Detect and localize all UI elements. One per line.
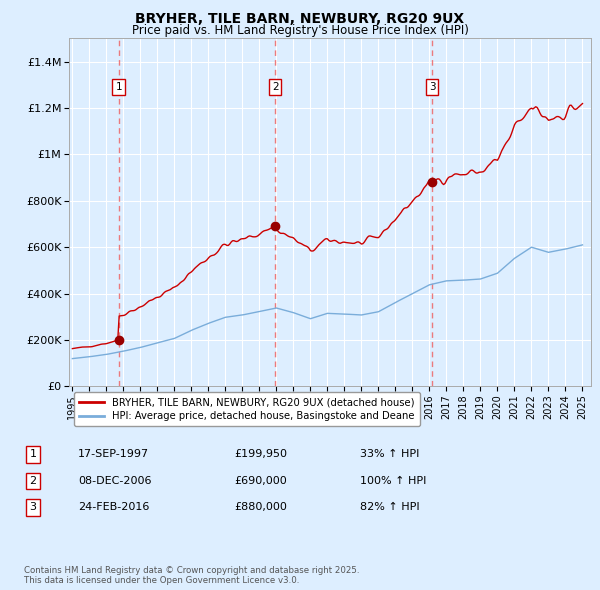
Text: 08-DEC-2006: 08-DEC-2006 (78, 476, 151, 486)
Text: 2: 2 (272, 82, 278, 92)
Text: 24-FEB-2016: 24-FEB-2016 (78, 503, 149, 512)
Text: Contains HM Land Registry data © Crown copyright and database right 2025.
This d: Contains HM Land Registry data © Crown c… (24, 566, 359, 585)
Text: £690,000: £690,000 (234, 476, 287, 486)
Legend: BRYHER, TILE BARN, NEWBURY, RG20 9UX (detached house), HPI: Average price, detac: BRYHER, TILE BARN, NEWBURY, RG20 9UX (de… (74, 392, 419, 427)
Text: 100% ↑ HPI: 100% ↑ HPI (360, 476, 427, 486)
Text: £880,000: £880,000 (234, 503, 287, 512)
Text: Price paid vs. HM Land Registry's House Price Index (HPI): Price paid vs. HM Land Registry's House … (131, 24, 469, 37)
Text: £199,950: £199,950 (234, 450, 287, 459)
Text: 3: 3 (29, 503, 37, 512)
Text: 82% ↑ HPI: 82% ↑ HPI (360, 503, 419, 512)
Text: 1: 1 (115, 82, 122, 92)
Text: 17-SEP-1997: 17-SEP-1997 (78, 450, 149, 459)
Text: 3: 3 (429, 82, 436, 92)
Text: 2: 2 (29, 476, 37, 486)
Text: 1: 1 (29, 450, 37, 459)
Text: BRYHER, TILE BARN, NEWBURY, RG20 9UX: BRYHER, TILE BARN, NEWBURY, RG20 9UX (136, 12, 464, 26)
Text: 33% ↑ HPI: 33% ↑ HPI (360, 450, 419, 459)
